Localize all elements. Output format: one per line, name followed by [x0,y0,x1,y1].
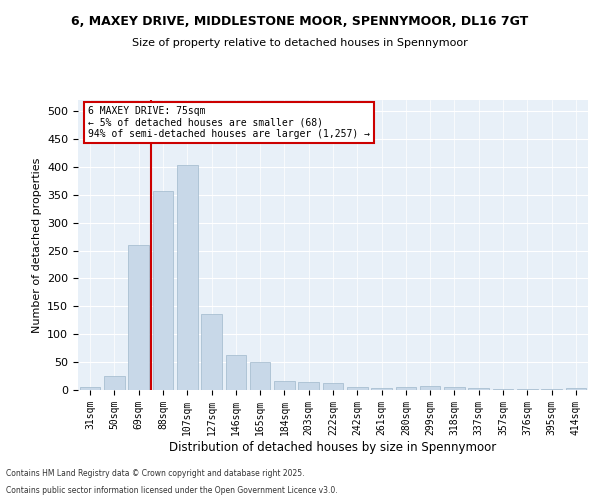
Text: 6 MAXEY DRIVE: 75sqm
← 5% of detached houses are smaller (68)
94% of semi-detach: 6 MAXEY DRIVE: 75sqm ← 5% of detached ho… [88,106,370,139]
Bar [201,314,222,390]
Bar [152,192,173,390]
Text: Size of property relative to detached houses in Spennymoor: Size of property relative to detached ho… [132,38,468,48]
Bar [566,388,586,390]
Bar [371,388,392,390]
Bar [250,362,271,390]
Bar [395,386,416,390]
Bar [226,356,246,390]
Bar [177,165,197,390]
Bar [444,387,465,390]
Bar [347,387,368,390]
Bar [104,376,125,390]
Text: 6, MAXEY DRIVE, MIDDLESTONE MOOR, SPENNYMOOR, DL16 7GT: 6, MAXEY DRIVE, MIDDLESTONE MOOR, SPENNY… [71,15,529,28]
Text: Contains public sector information licensed under the Open Government Licence v3: Contains public sector information licen… [6,486,338,495]
Bar [469,388,489,390]
Bar [128,245,149,390]
Text: Contains HM Land Registry data © Crown copyright and database right 2025.: Contains HM Land Registry data © Crown c… [6,468,305,477]
Bar [323,384,343,390]
Bar [517,389,538,390]
Bar [274,380,295,390]
Y-axis label: Number of detached properties: Number of detached properties [32,158,41,332]
Bar [80,386,100,390]
Bar [298,382,319,390]
X-axis label: Distribution of detached houses by size in Spennymoor: Distribution of detached houses by size … [169,440,497,454]
Bar [420,386,440,390]
